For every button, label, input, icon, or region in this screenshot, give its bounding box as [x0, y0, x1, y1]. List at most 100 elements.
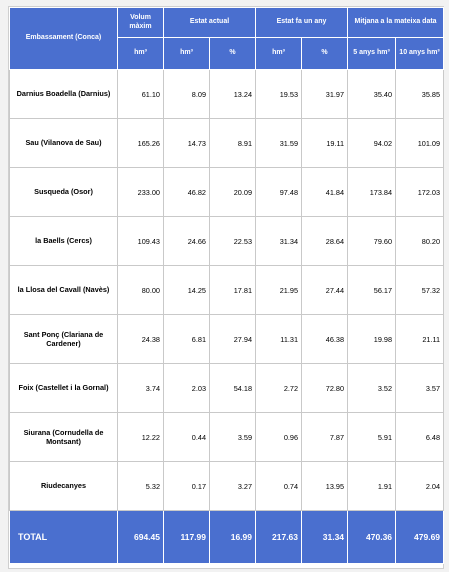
- cell-max: 5.32: [117, 461, 164, 511]
- cell-current-hm3: 0.44: [163, 412, 210, 462]
- cell-year-ago-hm3: 97.48: [255, 167, 303, 217]
- cell-year-ago-pct: 7.87: [301, 412, 349, 462]
- cell-max: 233.00: [117, 167, 164, 217]
- total-year-ago-pct: 31.34: [301, 510, 349, 564]
- total-year-ago-hm3: 217.63: [255, 510, 303, 564]
- unit-avg-10y: 10 anys hm³: [395, 37, 445, 70]
- cell-current-hm3: 8.09: [163, 69, 210, 119]
- reservoir-table: Embassament (Conca) Volum màxim Estat ac…: [9, 7, 445, 564]
- total-label: TOTAL: [9, 510, 118, 564]
- reservoir-name: Sant Ponç (Clariana de Cardener): [9, 314, 118, 364]
- header-reservoir: Embassament (Conca): [9, 7, 118, 70]
- total-avg-5y: 470.36: [347, 510, 397, 564]
- cell-avg-10y: 6.48: [395, 412, 445, 462]
- cell-year-ago-hm3: 0.96: [255, 412, 303, 462]
- cell-current-pct: 8.91: [208, 118, 257, 168]
- cell-current-pct: 20.09: [208, 167, 257, 217]
- cell-avg-10y: 21.11: [395, 314, 445, 364]
- unit-max-hm3: hm³: [117, 37, 164, 70]
- cell-current-pct: 27.94: [208, 314, 257, 364]
- table-row: Siurana (Cornudella de Montsant) 12.22 0…: [9, 412, 445, 462]
- cell-year-ago-pct: 46.38: [301, 314, 349, 364]
- cell-avg-10y: 3.57: [395, 363, 445, 413]
- cell-year-ago-hm3: 19.53: [255, 69, 303, 119]
- header-max-volume: Volum màxim: [117, 7, 164, 38]
- cell-current-pct: 17.81: [208, 265, 257, 315]
- cell-avg-5y: 5.91: [347, 412, 397, 462]
- reservoir-name: Siurana (Cornudella de Montsant): [9, 412, 118, 462]
- cell-year-ago-pct: 28.64: [301, 216, 349, 266]
- cell-max: 61.10: [117, 69, 164, 119]
- table-row: Susqueda (Osor) 233.00 46.82 20.09 97.48…: [9, 167, 445, 217]
- reservoir-name: Foix (Castellet i la Gornal): [9, 363, 118, 413]
- unit-year-ago-pct: %: [301, 37, 349, 70]
- cell-avg-10y: 80.20: [395, 216, 445, 266]
- cell-year-ago-hm3: 0.74: [255, 461, 303, 511]
- cell-year-ago-pct: 72.80: [301, 363, 349, 413]
- header-current-state: Estat actual: [162, 7, 257, 38]
- cell-current-pct: 54.18: [208, 363, 257, 413]
- cell-avg-5y: 19.98: [347, 314, 397, 364]
- cell-year-ago-hm3: 21.95: [255, 265, 303, 315]
- unit-avg-5y: 5 anys hm³: [347, 37, 397, 70]
- cell-year-ago-hm3: 31.34: [255, 216, 303, 266]
- cell-current-pct: 3.59: [208, 412, 257, 462]
- total-current-pct: 16.99: [208, 510, 257, 564]
- cell-max: 165.26: [117, 118, 164, 168]
- cell-current-hm3: 2.03: [163, 363, 210, 413]
- unit-current-hm3: hm³: [163, 37, 210, 70]
- cell-avg-10y: 101.09: [395, 118, 445, 168]
- cell-year-ago-hm3: 11.31: [255, 314, 303, 364]
- cell-year-ago-pct: 27.44: [301, 265, 349, 315]
- header-average: Mitjana a la mateixa data: [347, 7, 445, 38]
- total-row: TOTAL 694.45 117.99 16.99 217.63 31.34 4…: [9, 510, 445, 564]
- cell-max: 24.38: [117, 314, 164, 364]
- cell-current-pct: 22.53: [208, 216, 257, 266]
- cell-max: 12.22: [117, 412, 164, 462]
- cell-avg-10y: 57.32: [395, 265, 445, 315]
- header-row-units: hm³ hm³ % hm³ % 5 anys hm³ 10 anys hm³: [10, 37, 445, 70]
- reservoir-name: la Llosa del Cavall (Navès): [9, 265, 118, 315]
- cell-avg-5y: 3.52: [347, 363, 397, 413]
- document-page: Embassament (Conca) Volum màxim Estat ac…: [8, 6, 445, 569]
- reservoir-name: Sau (Vilanova de Sau): [9, 118, 118, 168]
- cell-current-hm3: 14.73: [163, 118, 210, 168]
- table-row: la Llosa del Cavall (Navès) 80.00 14.25 …: [9, 265, 445, 315]
- cell-max: 80.00: [117, 265, 164, 315]
- cell-avg-5y: 94.02: [347, 118, 397, 168]
- cell-year-ago-hm3: 31.59: [255, 118, 303, 168]
- cell-current-pct: 3.27: [208, 461, 257, 511]
- cell-max: 109.43: [117, 216, 164, 266]
- cell-avg-10y: 2.04: [395, 461, 445, 511]
- cell-current-hm3: 46.82: [163, 167, 210, 217]
- cell-avg-5y: 173.84: [347, 167, 397, 217]
- table-row: Sant Ponç (Clariana de Cardener) 24.38 6…: [9, 314, 445, 364]
- header-row-top: Embassament (Conca) Volum màxim Estat ac…: [9, 7, 445, 70]
- cell-avg-5y: 79.60: [347, 216, 397, 266]
- cell-current-hm3: 0.17: [163, 461, 210, 511]
- cell-avg-5y: 56.17: [347, 265, 397, 315]
- cell-year-ago-hm3: 2.72: [255, 363, 303, 413]
- total-max: 694.45: [117, 510, 164, 564]
- reservoir-name: Darnius Boadella (Darnius): [9, 69, 118, 119]
- reservoir-name: Susqueda (Osor): [9, 167, 118, 217]
- cell-max: 3.74: [117, 363, 164, 413]
- cell-year-ago-pct: 19.11: [301, 118, 349, 168]
- table-row: Darnius Boadella (Darnius) 61.10 8.09 13…: [9, 69, 445, 119]
- cell-avg-10y: 172.03: [395, 167, 445, 217]
- cell-current-pct: 13.24: [208, 69, 257, 119]
- unit-current-pct: %: [208, 37, 257, 70]
- reservoir-name: Riudecanyes: [9, 461, 118, 511]
- reservoir-name: la Baells (Cercs): [9, 216, 118, 266]
- table-row: Riudecanyes 5.32 0.17 3.27 0.74 13.95 1.…: [9, 461, 445, 511]
- unit-year-ago-hm3: hm³: [255, 37, 303, 70]
- cell-year-ago-pct: 31.97: [301, 69, 349, 119]
- header-year-ago: Estat fa un any: [255, 7, 349, 38]
- table-row: la Baells (Cercs) 109.43 24.66 22.53 31.…: [9, 216, 445, 266]
- cell-avg-5y: 35.40: [347, 69, 397, 119]
- cell-current-hm3: 6.81: [163, 314, 210, 364]
- cell-avg-10y: 35.85: [395, 69, 445, 119]
- cell-current-hm3: 14.25: [163, 265, 210, 315]
- cell-year-ago-pct: 13.95: [301, 461, 349, 511]
- total-current-hm3: 117.99: [163, 510, 210, 564]
